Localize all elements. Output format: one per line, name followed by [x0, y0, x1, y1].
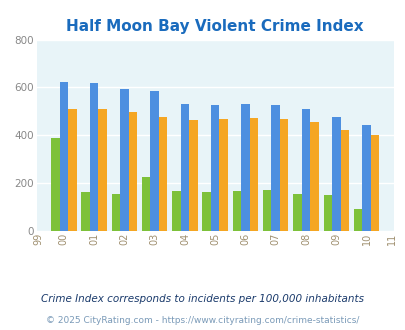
Bar [211, 105, 219, 231]
Bar [189, 120, 197, 231]
Bar [370, 135, 378, 231]
Bar [301, 110, 309, 231]
Bar [120, 89, 128, 231]
Bar [172, 191, 180, 231]
Bar [90, 83, 98, 231]
Bar [262, 190, 271, 231]
Text: © 2025 CityRating.com - https://www.cityrating.com/crime-statistics/: © 2025 CityRating.com - https://www.city… [46, 316, 359, 325]
Bar [219, 119, 227, 231]
Bar [353, 210, 361, 231]
Bar [202, 191, 211, 231]
Bar [309, 122, 318, 231]
Bar [60, 82, 68, 231]
Bar [142, 177, 150, 231]
Bar [180, 104, 189, 231]
Bar [271, 105, 279, 231]
Bar [81, 191, 90, 231]
Bar [249, 117, 258, 231]
Bar [98, 110, 107, 231]
Bar [241, 104, 249, 231]
Bar [331, 117, 340, 231]
Bar [150, 91, 158, 231]
Bar [232, 191, 241, 231]
Text: Crime Index corresponds to incidents per 100,000 inhabitants: Crime Index corresponds to incidents per… [41, 294, 364, 304]
Bar [292, 194, 301, 231]
Bar [340, 130, 348, 231]
Bar [323, 195, 331, 231]
Bar [128, 112, 137, 231]
Title: Half Moon Bay Violent Crime Index: Half Moon Bay Violent Crime Index [66, 19, 363, 34]
Bar [51, 138, 60, 231]
Bar [279, 119, 288, 231]
Bar [111, 194, 120, 231]
Bar [158, 117, 167, 231]
Bar [68, 109, 76, 231]
Bar [361, 125, 370, 231]
